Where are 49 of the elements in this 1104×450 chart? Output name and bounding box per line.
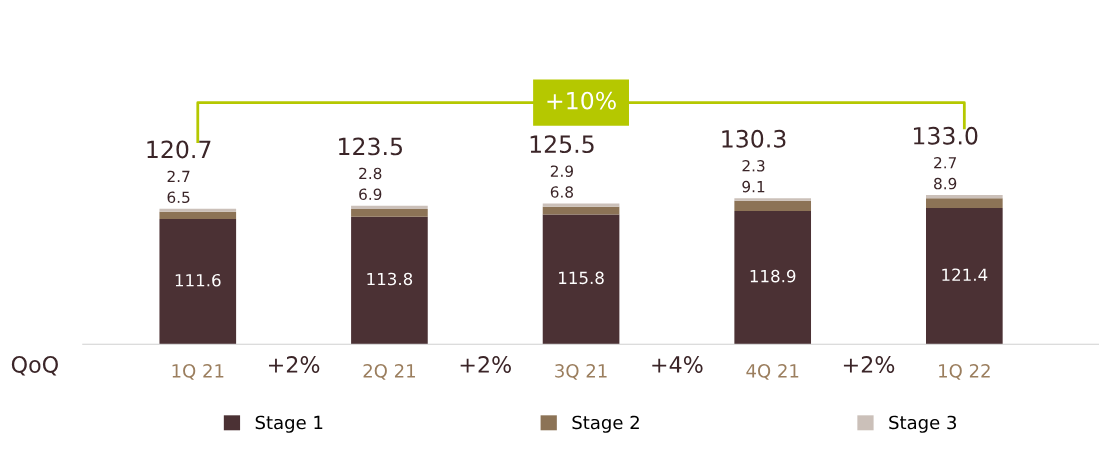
text: +4% (652, 356, 703, 373)
data-label: 113.8 (367, 272, 413, 286)
bar (734, 198, 812, 201)
data-label: 2.9 (550, 165, 573, 177)
data-label: 2.7 (167, 170, 190, 182)
text: +2% (843, 356, 895, 373)
legend-label: Stage 3 (889, 415, 956, 433)
bar (926, 208, 1003, 345)
bar (926, 198, 1003, 209)
data-label: 6.8 (550, 186, 573, 198)
data-label: 9.1 (742, 180, 765, 193)
text: +2% (460, 356, 511, 373)
x-tick-label: 4Q 21 (746, 364, 799, 380)
bar (734, 200, 812, 211)
x-tick-label: 2Q 21 (363, 364, 415, 380)
total-label: 123.5 (339, 137, 402, 156)
bar (351, 205, 428, 209)
legend-label: Stage 1 (255, 415, 323, 433)
bar (542, 206, 620, 215)
total-label: 133.0 (913, 126, 978, 145)
data-label: 2.8 (359, 167, 382, 180)
bar (542, 203, 620, 207)
data-label: 111.6 (175, 273, 221, 287)
data-label: 118.9 (750, 269, 796, 283)
total-label: 130.3 (722, 129, 786, 148)
text: QoQ (11, 356, 58, 376)
bar (351, 216, 428, 345)
bar (159, 219, 237, 345)
data-label: 2.7 (934, 156, 957, 169)
data-label: 6.5 (167, 191, 190, 204)
bar (159, 211, 237, 220)
bar (734, 210, 812, 345)
x-tick-label: 3Q 21 (555, 364, 607, 380)
data-label: 121.4 (942, 268, 988, 281)
bar (926, 195, 1003, 199)
bar (542, 214, 620, 345)
text: +10% (547, 91, 616, 110)
total-label: 125.5 (530, 135, 594, 154)
data-label: 8.9 (934, 177, 957, 190)
bar (351, 208, 428, 217)
data-label: 6.9 (359, 188, 382, 201)
bar (159, 208, 237, 212)
x-tick-label: 1Q 21 (172, 364, 224, 380)
text: +2% (269, 356, 320, 373)
total-label: 120.7 (147, 140, 211, 159)
legend-label: Stage 2 (572, 415, 639, 433)
x-tick-label: 1Q 22 (939, 364, 990, 380)
data-label: 115.8 (559, 271, 604, 285)
data-label: 2.3 (742, 160, 765, 172)
